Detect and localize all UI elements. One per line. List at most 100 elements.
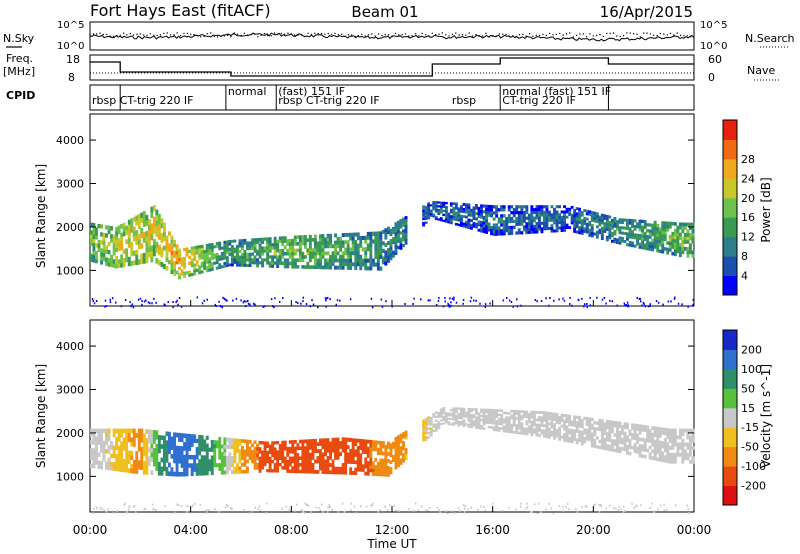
noise-search-dot bbox=[223, 35, 225, 37]
echo-cell bbox=[502, 429, 506, 433]
echo-cell bbox=[442, 209, 446, 212]
echo-cell bbox=[339, 470, 342, 475]
echo-cell bbox=[132, 437, 136, 443]
echo-cell bbox=[580, 221, 584, 225]
echo-cell bbox=[165, 235, 169, 241]
echo-cell bbox=[210, 265, 214, 269]
echo-cell bbox=[427, 427, 431, 430]
echo-cell bbox=[590, 438, 594, 442]
echo-cell bbox=[361, 442, 365, 447]
echo-cell bbox=[344, 444, 348, 449]
echo-cell bbox=[183, 433, 186, 438]
colorbar-tick-label: 100 bbox=[741, 363, 762, 376]
echo-cell bbox=[371, 461, 375, 466]
echo-cell bbox=[595, 445, 599, 449]
noise-search-dot bbox=[273, 32, 276, 34]
echo-cell bbox=[653, 456, 657, 461]
echo-cell bbox=[427, 418, 431, 422]
echo-cell bbox=[339, 236, 342, 241]
ground-scatter-cell bbox=[320, 503, 323, 506]
echo-cell bbox=[666, 452, 670, 457]
echo-cell bbox=[147, 429, 151, 435]
echo-cell bbox=[502, 229, 506, 233]
echo-cell bbox=[500, 409, 504, 412]
echo-cell bbox=[389, 446, 393, 451]
echo-cell bbox=[452, 202, 456, 205]
ground-scatter-cell bbox=[249, 303, 251, 306]
echo-cell bbox=[210, 251, 214, 255]
echo-cell bbox=[137, 239, 141, 245]
echo-cell bbox=[515, 410, 519, 413]
echo-cell bbox=[666, 435, 670, 439]
echo-cell bbox=[205, 266, 209, 270]
ground-scatter-cell bbox=[311, 299, 313, 302]
noise-search-dot bbox=[451, 33, 454, 35]
echo-cell bbox=[286, 453, 290, 457]
echo-cell bbox=[626, 235, 629, 238]
echo-cell bbox=[321, 237, 325, 242]
echo-cell bbox=[351, 236, 355, 241]
colorbar-tick-label: 16 bbox=[741, 211, 755, 224]
echo-cell bbox=[475, 204, 478, 207]
echo-cell bbox=[500, 232, 504, 236]
echo-cell bbox=[565, 430, 569, 434]
echo-cell bbox=[482, 221, 486, 225]
noise-search-dot bbox=[502, 33, 504, 35]
echo-cell bbox=[271, 255, 275, 259]
echo-cell bbox=[120, 241, 124, 246]
echo-cell bbox=[361, 464, 365, 469]
echo-cell bbox=[319, 244, 322, 249]
echo-cell bbox=[560, 226, 564, 230]
echo-cell bbox=[263, 246, 267, 250]
echo-cell bbox=[502, 226, 506, 230]
echo-cell bbox=[107, 457, 111, 462]
echo-cell bbox=[276, 456, 280, 461]
echo-cell bbox=[334, 445, 337, 449]
echo-cell bbox=[132, 260, 136, 266]
echo-cell bbox=[366, 461, 370, 465]
echo-cell bbox=[623, 438, 627, 442]
echo-cell bbox=[311, 442, 315, 447]
echo-cell bbox=[115, 235, 119, 240]
echo-cell bbox=[437, 423, 441, 426]
echo-cell bbox=[397, 233, 400, 237]
echo-cell bbox=[689, 226, 692, 230]
echo-cell bbox=[457, 416, 461, 420]
ground-scatter-cell bbox=[501, 509, 504, 512]
echo-cell bbox=[658, 427, 662, 431]
echo-cell bbox=[183, 446, 186, 451]
echo-cell bbox=[281, 459, 285, 464]
echo-cell bbox=[611, 442, 614, 446]
echo-cell bbox=[560, 210, 564, 214]
echo-cell bbox=[198, 459, 202, 464]
echo-cell bbox=[308, 439, 312, 443]
echo-cell bbox=[465, 411, 468, 414]
echo-cell bbox=[336, 452, 340, 457]
echo-cell bbox=[512, 431, 516, 434]
echo-cell bbox=[374, 239, 378, 244]
ground-scatter-cell bbox=[206, 511, 208, 514]
echo-cell bbox=[631, 241, 634, 245]
echo-cell bbox=[427, 423, 431, 426]
echo-cell bbox=[492, 415, 496, 419]
echo-cell bbox=[399, 458, 403, 462]
echo-cell bbox=[580, 436, 584, 440]
echo-cell bbox=[540, 213, 544, 217]
echo-cell bbox=[490, 415, 493, 418]
echo-cell bbox=[230, 239, 234, 243]
echo-cell bbox=[142, 438, 146, 443]
echo-cell bbox=[243, 258, 247, 262]
ground-scatter-cell bbox=[176, 299, 178, 302]
echo-cell bbox=[334, 258, 337, 263]
echo-cell bbox=[180, 263, 184, 267]
echo-cell bbox=[115, 226, 119, 232]
echo-cell bbox=[535, 230, 539, 234]
echo-cell bbox=[115, 462, 119, 467]
echo-cell bbox=[480, 204, 483, 208]
echo-cell bbox=[303, 255, 307, 259]
echo-cell bbox=[140, 253, 144, 259]
noise-search-dot bbox=[679, 34, 682, 36]
echo-cell bbox=[351, 471, 355, 475]
noise-search-dot bbox=[267, 35, 269, 37]
echo-cell bbox=[346, 232, 350, 237]
